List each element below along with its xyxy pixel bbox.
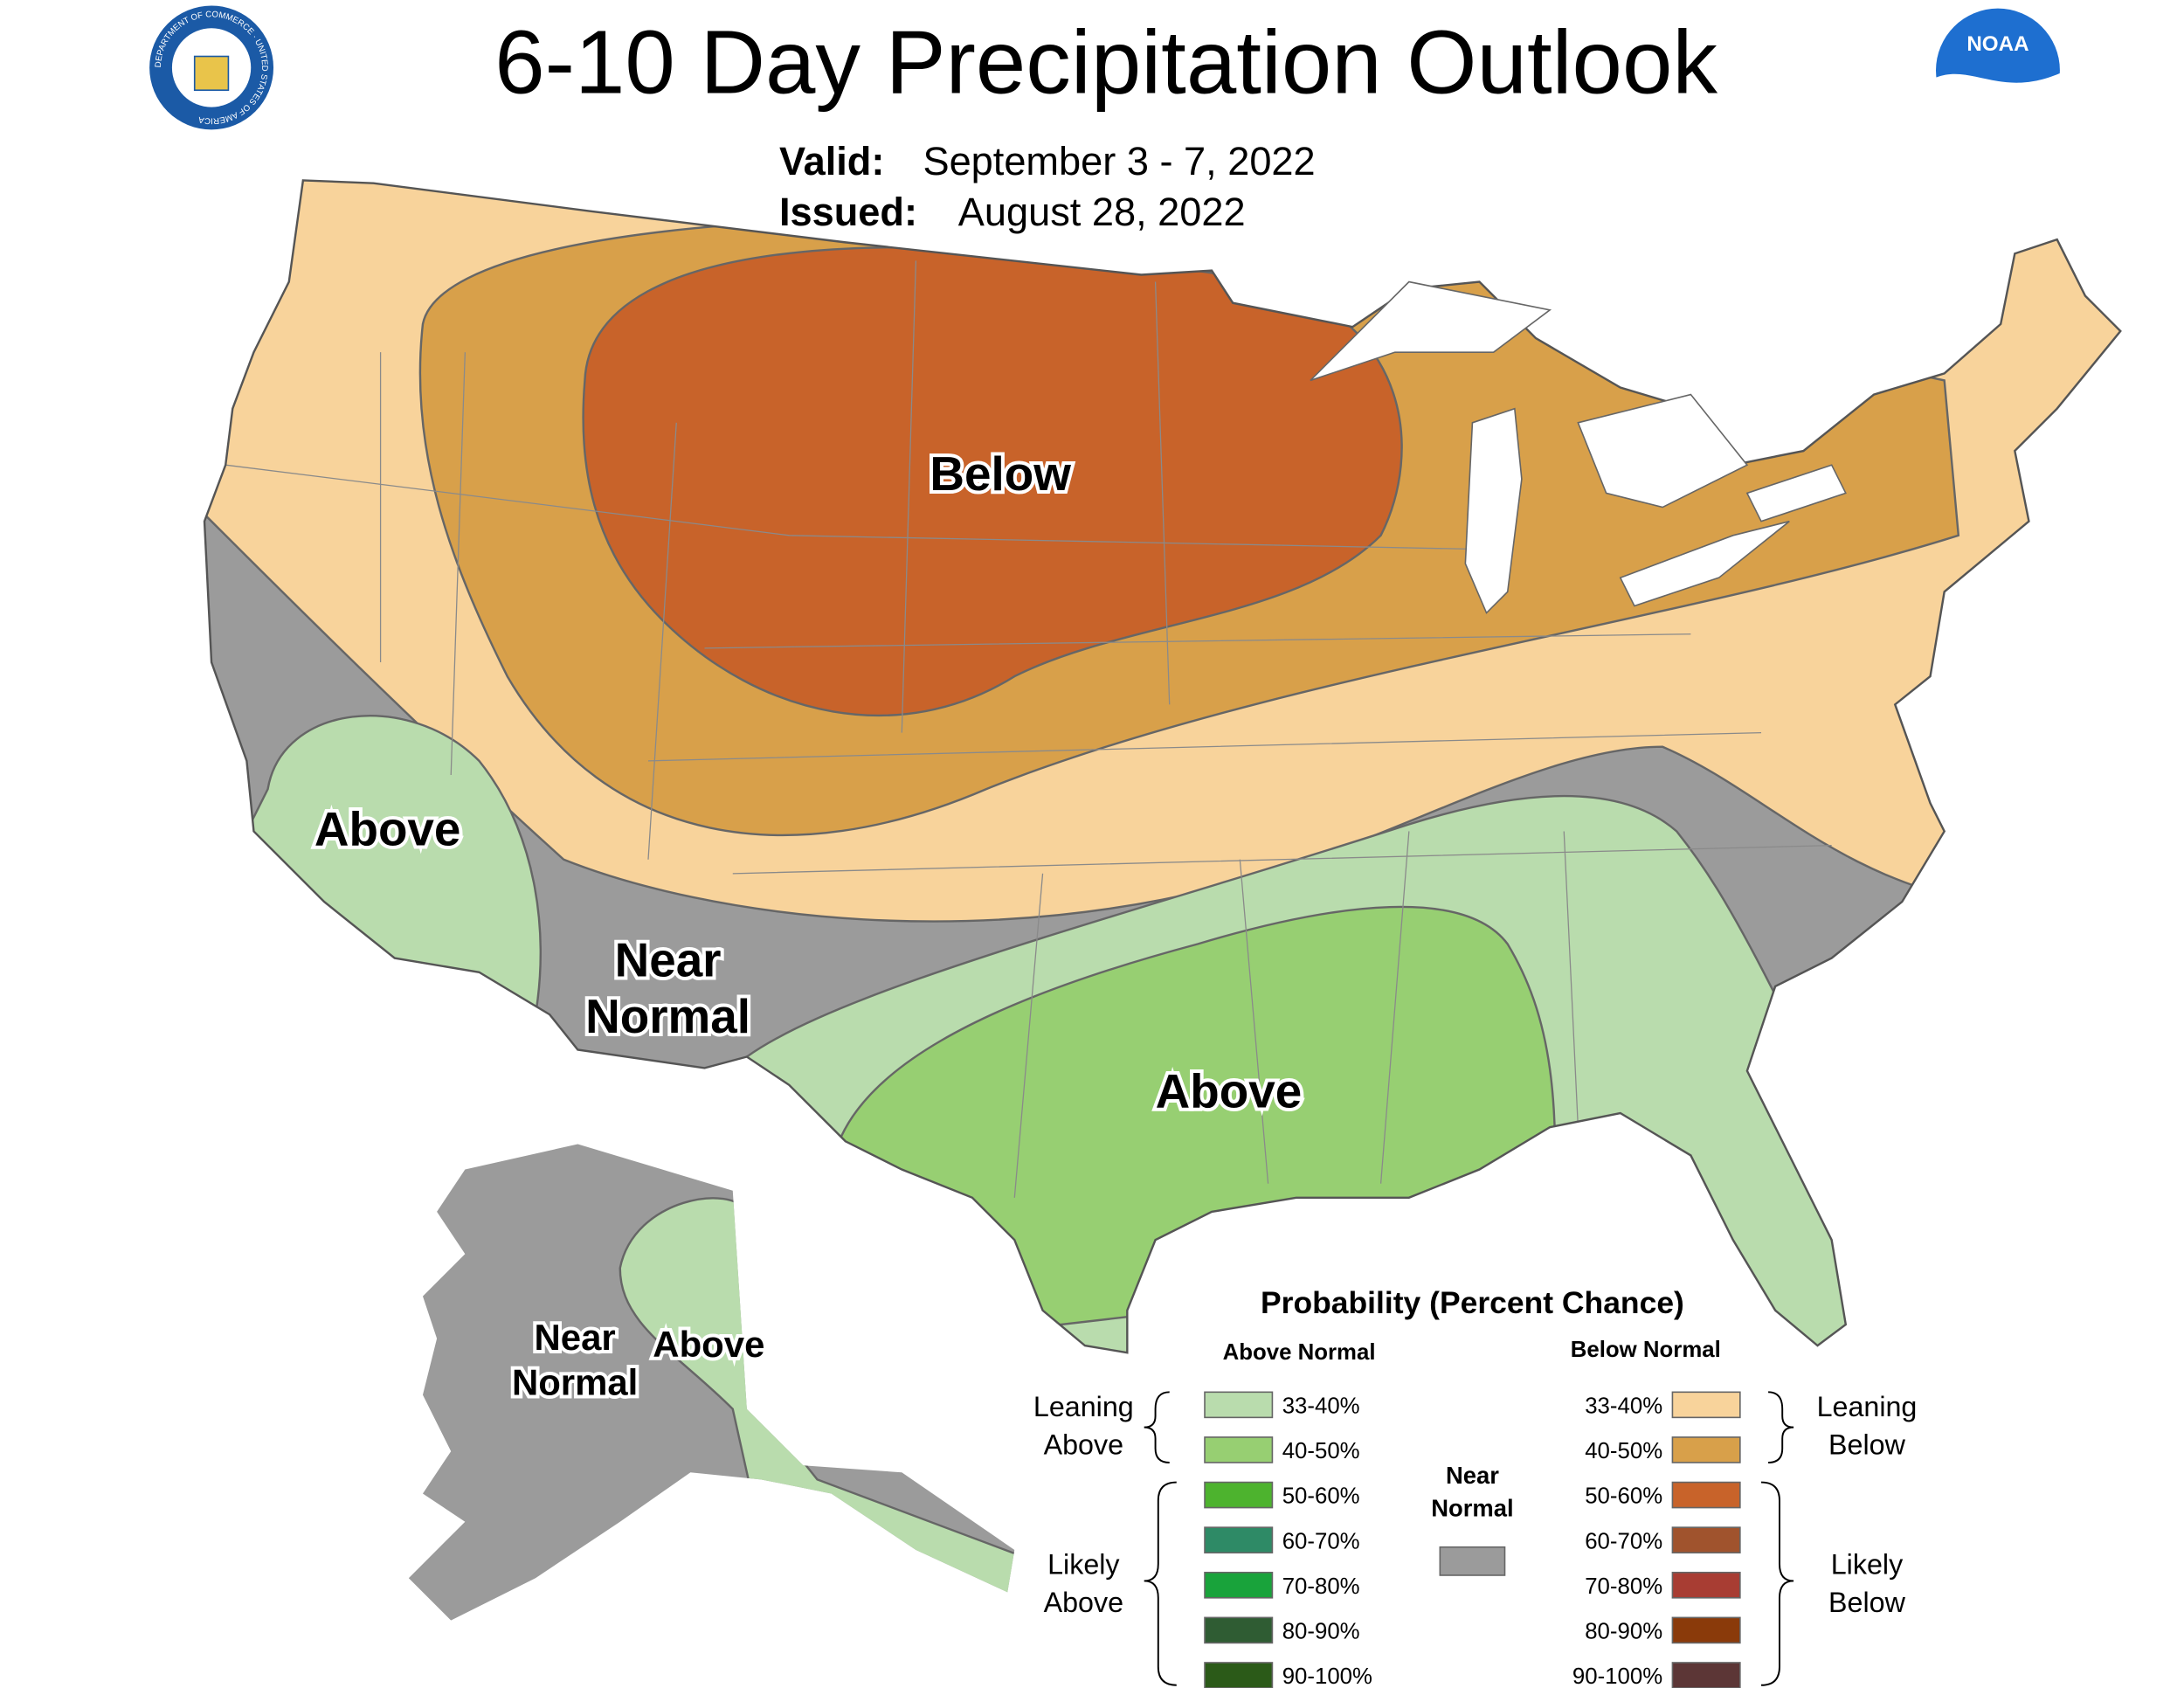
bracket-label: Above	[1044, 1429, 1123, 1460]
legend-header: Above Normal	[1223, 1340, 1376, 1365]
legend-swatch	[1204, 1571, 1274, 1599]
legend-title: Probability (Percent Chance)	[1261, 1285, 1684, 1320]
legend-label: 90-100%	[1282, 1664, 1372, 1688]
region-label: Near	[615, 933, 722, 987]
legend-label: 60-70%	[1585, 1529, 1662, 1553]
legend-swatch	[1204, 1436, 1274, 1463]
legend-swatch	[1671, 1571, 1741, 1599]
bracket-label: Leaning	[1817, 1391, 1918, 1422]
legend: Probability (Percent Chance) Above Norma…	[1033, 1285, 1917, 1688]
region-label: Above	[653, 1324, 764, 1365]
bracket-label: Likely	[1831, 1548, 1904, 1580]
valid-dates: September 3 - 7, 2022	[923, 139, 1315, 183]
legend-label: 80-90%	[1585, 1620, 1662, 1644]
issued-label: Issued:	[779, 190, 917, 234]
seal: DEPARTMENT OF COMMERCE · UNITED STATES O…	[149, 5, 274, 130]
region-label: Normal	[585, 989, 750, 1043]
legend-swatch	[1671, 1662, 1741, 1688]
legend-swatch	[1204, 1662, 1274, 1688]
region-label: Near	[535, 1317, 616, 1358]
legend-label: 60-70%	[1282, 1529, 1360, 1553]
legend-swatch	[1671, 1481, 1741, 1509]
legend-swatch	[1439, 1546, 1506, 1576]
near-normal-label: Near	[1446, 1462, 1499, 1489]
region-label: Below	[930, 446, 1071, 501]
legend-label: 40-50%	[1585, 1439, 1662, 1463]
bracket-label: Below	[1828, 1587, 1906, 1618]
legend-label: 50-60%	[1585, 1484, 1662, 1509]
bracket-label: Likely	[1047, 1548, 1120, 1580]
legend-label: 80-90%	[1282, 1620, 1360, 1644]
legend-swatch	[1204, 1526, 1274, 1553]
legend-label: 50-60%	[1282, 1484, 1360, 1509]
legend-swatch	[1204, 1391, 1274, 1419]
region-label: Normal	[512, 1362, 638, 1403]
legend-swatch	[1671, 1391, 1741, 1419]
bracket-label: Leaning	[1033, 1391, 1134, 1422]
legend-label: 33-40%	[1585, 1394, 1662, 1419]
region-label: Above	[1156, 1064, 1303, 1118]
region-label: Above	[314, 802, 461, 856]
legend-swatch	[1671, 1526, 1741, 1553]
bracket-label: Below	[1828, 1429, 1906, 1460]
legend-label: 90-100%	[1572, 1664, 1662, 1688]
bracket-label: Above	[1044, 1587, 1123, 1618]
issued-date: August 28, 2022	[958, 190, 1246, 234]
near-normal-label: Normal	[1431, 1494, 1513, 1521]
legend-header: Below Normal	[1571, 1338, 1721, 1362]
legend-label: 70-80%	[1282, 1574, 1360, 1599]
legend-swatch	[1671, 1436, 1741, 1463]
legend-swatch	[1671, 1616, 1741, 1644]
legend-label: 33-40%	[1282, 1394, 1360, 1419]
title: 6-10 Day Precipitation Outlook	[494, 11, 1717, 112]
legend-label: 40-50%	[1282, 1439, 1360, 1463]
legend-swatch	[1204, 1481, 1274, 1509]
noaa-text: NOAA	[1966, 32, 2028, 56]
valid-label: Valid:	[779, 139, 884, 183]
legend-label: 70-80%	[1585, 1574, 1662, 1599]
alaska-shading	[408, 1144, 1015, 1621]
noaa-logo: NOAA	[1936, 8, 2060, 147]
legend-swatch	[1204, 1616, 1274, 1644]
great-lakes	[1310, 280, 1847, 614]
